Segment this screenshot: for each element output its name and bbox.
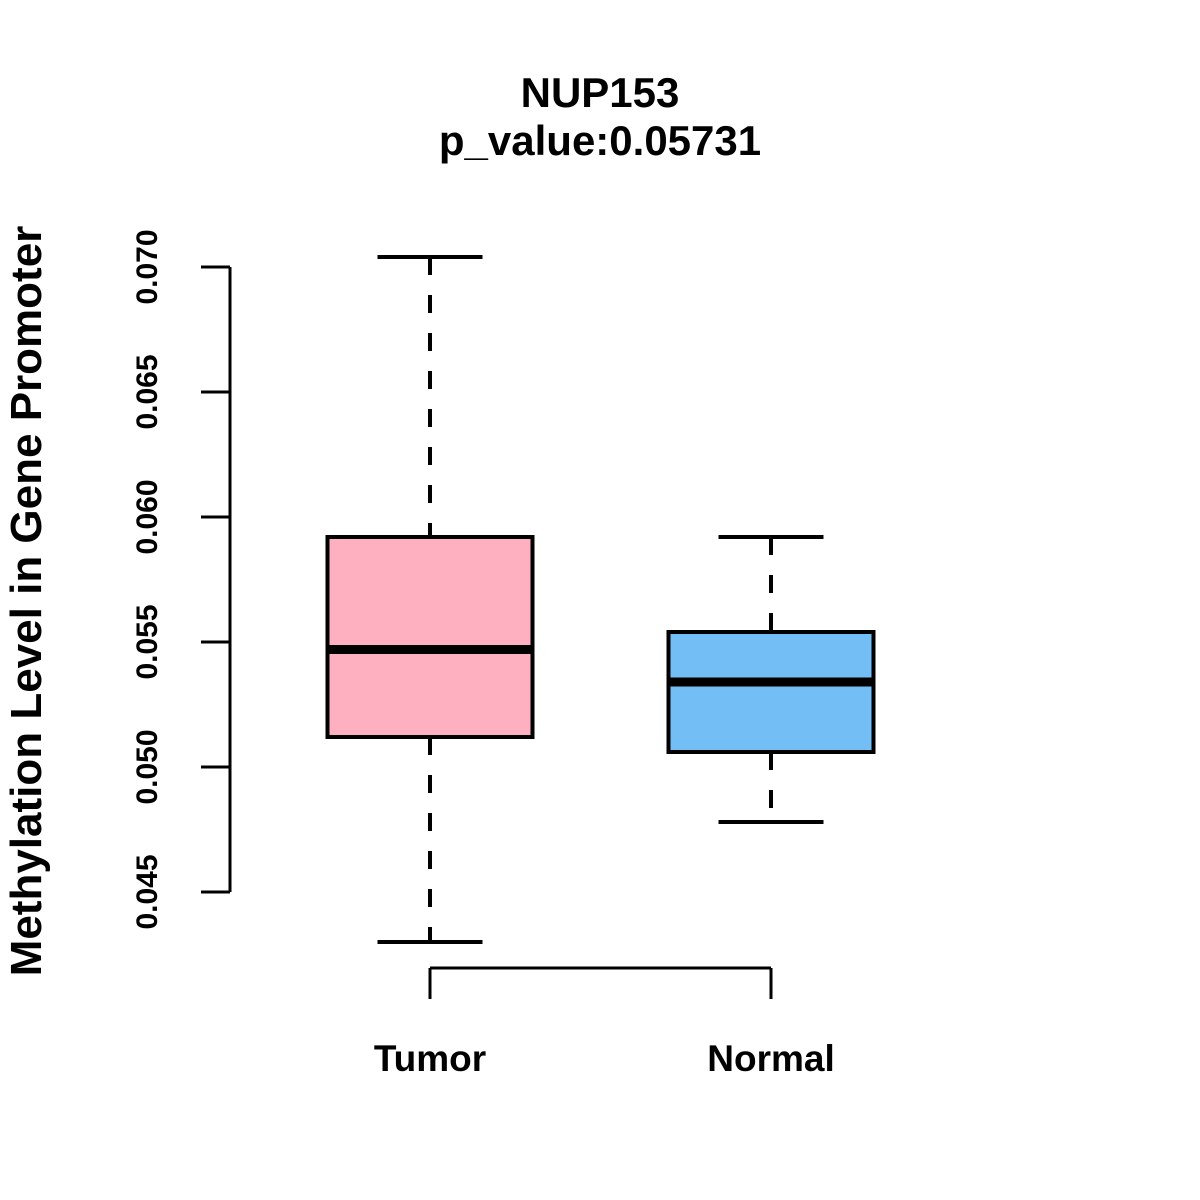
chart-title: NUP153	[520, 69, 680, 116]
y-tick-label: 0.060	[131, 479, 164, 554]
y-tick-label: 0.070	[131, 229, 164, 304]
tumor-box	[325, 535, 535, 739]
y-tick-label: 0.050	[131, 729, 164, 804]
chart-subtitle: p_value:0.05731	[438, 117, 762, 164]
y-tick-label: 0.045	[131, 854, 164, 929]
category-label-normal: Normal	[707, 1038, 835, 1079]
y-tick-label: 0.055	[131, 604, 164, 679]
y-tick-label: 0.065	[131, 354, 164, 429]
normal-box	[666, 630, 876, 754]
category-label-tumor: Tumor	[373, 1038, 487, 1079]
